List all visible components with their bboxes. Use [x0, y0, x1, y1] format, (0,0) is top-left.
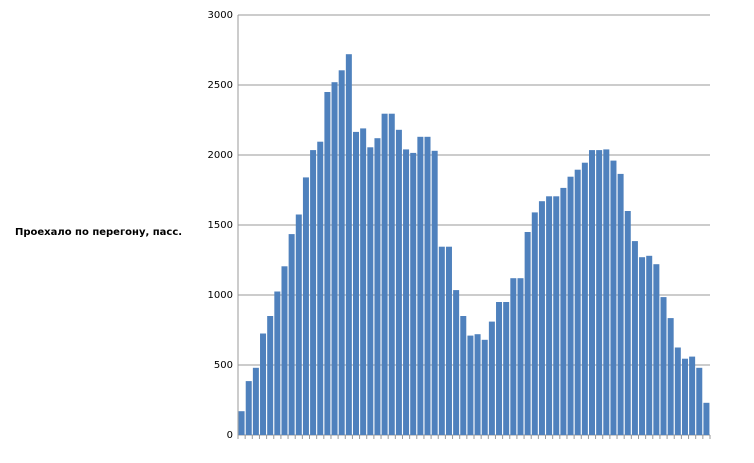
y-axis-label: Проехало по перегону, пасс. — [15, 227, 182, 238]
bar — [338, 70, 345, 436]
bar — [617, 173, 624, 435]
bar — [596, 150, 603, 435]
bar — [553, 196, 560, 435]
bar — [474, 334, 481, 435]
bar — [460, 316, 467, 435]
bar — [295, 214, 302, 435]
bar — [696, 367, 703, 435]
bar — [388, 113, 395, 435]
bar — [546, 196, 553, 435]
bar — [367, 147, 374, 436]
bar — [453, 290, 460, 435]
bar — [252, 367, 259, 435]
bar — [481, 339, 488, 435]
bar — [267, 316, 274, 435]
bar — [610, 160, 617, 435]
bar — [588, 150, 596, 435]
bar — [674, 347, 681, 435]
bar — [660, 297, 667, 435]
bar — [581, 162, 588, 435]
bar — [360, 128, 367, 435]
bar — [624, 211, 631, 435]
bar — [381, 113, 388, 435]
bar — [646, 255, 653, 435]
bar — [438, 246, 445, 435]
bar — [681, 358, 688, 435]
y-tick-label: 1000 — [208, 290, 233, 301]
bar — [631, 241, 638, 435]
bar — [653, 264, 660, 435]
bar — [288, 234, 295, 435]
y-tick-label: 2500 — [208, 80, 233, 91]
y-tick-label: 3000 — [208, 10, 233, 21]
y-tick-label: 0 — [227, 430, 233, 441]
bar — [424, 136, 431, 436]
bar — [531, 212, 538, 435]
bar — [417, 136, 424, 436]
bar — [352, 131, 360, 435]
bar — [445, 246, 452, 435]
bar — [567, 176, 574, 435]
bar — [281, 266, 288, 435]
bar — [510, 278, 517, 435]
bar — [503, 302, 510, 435]
bar — [488, 321, 495, 435]
bar — [524, 232, 531, 435]
bar — [467, 335, 474, 435]
bar — [317, 141, 324, 435]
bar — [603, 149, 610, 435]
y-tick-label: 500 — [214, 360, 233, 371]
bar — [374, 138, 381, 435]
bar — [667, 318, 674, 435]
y-tick-label: 2000 — [208, 150, 233, 161]
bar — [274, 291, 281, 435]
bar — [560, 187, 567, 435]
bar — [574, 169, 581, 435]
bar — [538, 201, 545, 435]
bar — [517, 278, 524, 435]
bar — [260, 333, 267, 435]
bar — [310, 150, 317, 435]
bar — [324, 92, 331, 435]
bar — [403, 149, 410, 435]
bar — [689, 356, 696, 435]
bar — [431, 150, 438, 436]
bar — [703, 402, 710, 435]
bar — [410, 152, 417, 435]
bar — [331, 82, 338, 435]
bar — [639, 257, 646, 435]
bar — [302, 177, 309, 435]
bar — [345, 54, 352, 435]
bar — [238, 411, 245, 435]
y-tick-label: 1500 — [208, 220, 233, 231]
bar — [496, 302, 503, 435]
bar — [245, 381, 252, 435]
bar — [395, 129, 402, 436]
